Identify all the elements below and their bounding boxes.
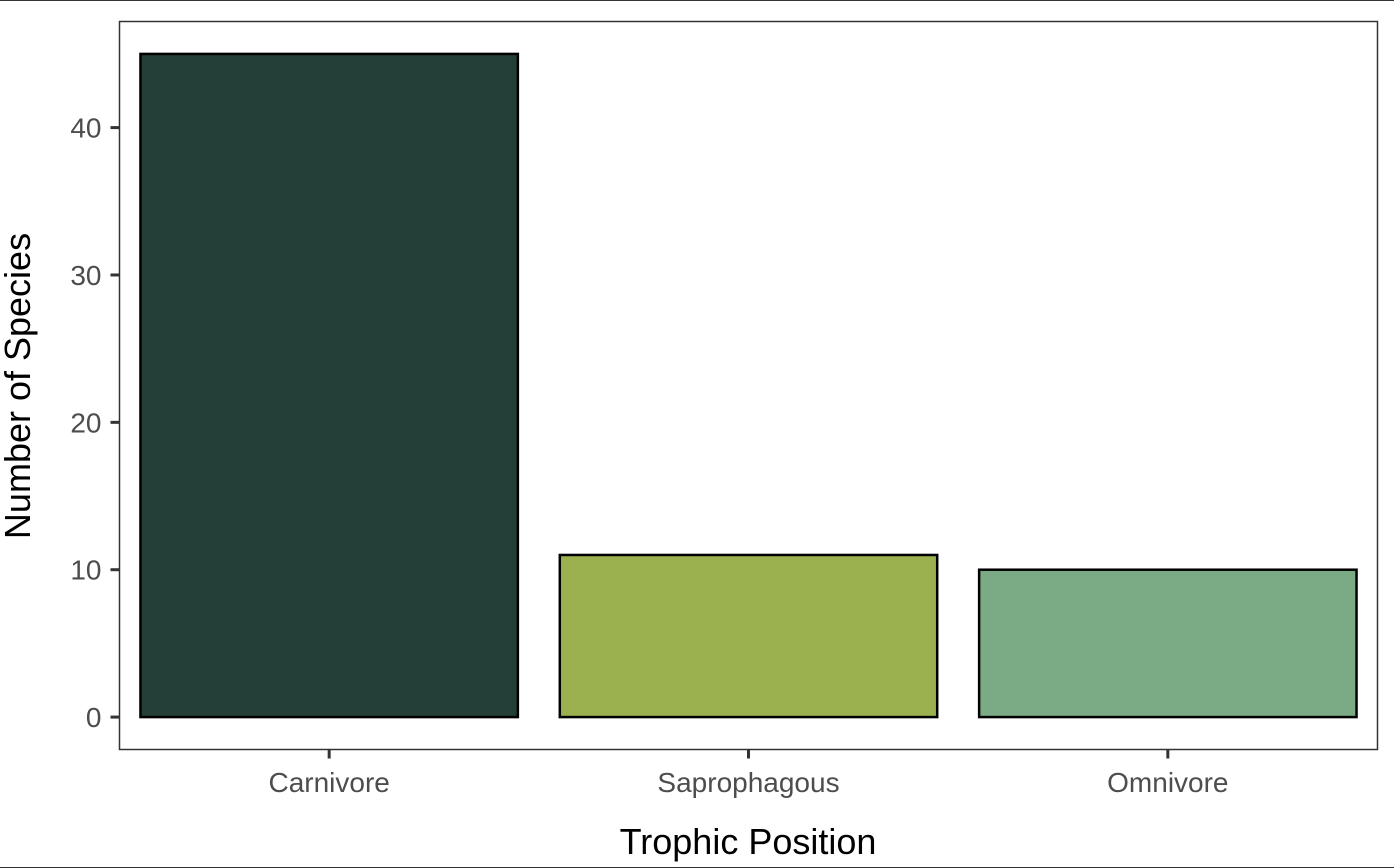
y-tick-label: 20 [70,407,101,438]
x-tick-label: Carnivore [268,767,389,798]
y-tick-label: 30 [70,260,101,291]
x-tick-label: Saprophagous [657,767,839,798]
x-axis-title: Trophic Position [620,821,877,862]
bar-saprophagous [558,553,939,719]
y-tick-label: 10 [70,555,101,586]
y-tick-label: 0 [86,702,102,733]
bar-carnivore [139,52,520,719]
bars-group [139,52,1358,719]
y-axis-title: Number of Species [0,233,38,539]
x-axis: Carnivore Saprophagous Omnivore [268,749,1229,798]
y-axis: 0 10 20 30 40 [70,113,120,733]
x-tick-label: Omnivore [1107,767,1228,798]
y-tick-label: 40 [70,113,101,144]
bar-omnivore [977,568,1358,719]
top-border-line [0,0,1394,1]
